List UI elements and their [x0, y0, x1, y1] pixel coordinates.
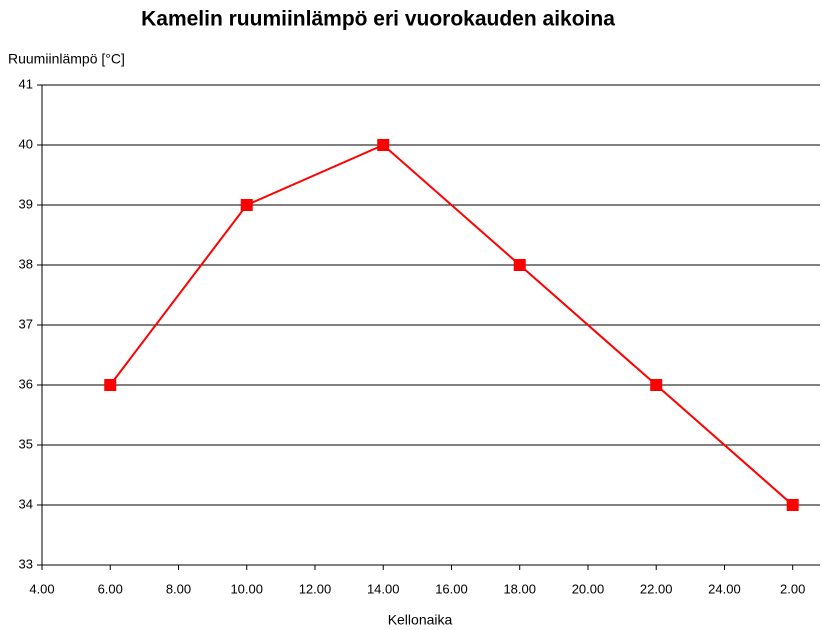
x-tick-label: 18.00 — [503, 581, 536, 596]
y-tick-label: 34 — [19, 496, 33, 511]
x-tick-label: 14.00 — [367, 581, 400, 596]
x-tick-label: 4.00 — [29, 581, 54, 596]
y-tick-label: 40 — [19, 136, 33, 151]
x-tick-label: 24.00 — [708, 581, 741, 596]
y-tick-label: 41 — [19, 76, 33, 91]
y-tick-label: 39 — [19, 196, 33, 211]
x-tick-label: 20.00 — [572, 581, 605, 596]
marker — [240, 199, 253, 211]
x-tick-label: 22.00 — [640, 581, 673, 596]
y-tick-label: 35 — [19, 436, 33, 451]
y-axis-label: Ruumiinlämpö [°C] — [8, 51, 125, 67]
line — [109, 143, 794, 506]
marker — [650, 379, 663, 391]
marker — [377, 139, 390, 151]
y-tick-label: 36 — [19, 376, 33, 391]
x-tick-label: 16.00 — [435, 581, 468, 596]
y-tick-label: 33 — [19, 556, 33, 571]
marker — [104, 379, 117, 391]
x-tick-label: 6.00 — [98, 581, 123, 596]
marker — [513, 259, 526, 271]
y-tick-label: 37 — [19, 316, 33, 331]
x-axis-label: Kellonaika — [388, 612, 453, 628]
chart-title: Kamelin ruumiinlämpö eri vuorokauden aik… — [141, 8, 615, 31]
y-tick-label: 38 — [19, 256, 33, 271]
x-tick-label: 10.00 — [230, 581, 263, 596]
x-tick-label: 8.00 — [166, 581, 191, 596]
x-tick-label: 12.00 — [299, 581, 332, 596]
x-tick-label: 2.00 — [780, 581, 805, 596]
marker — [786, 499, 799, 511]
